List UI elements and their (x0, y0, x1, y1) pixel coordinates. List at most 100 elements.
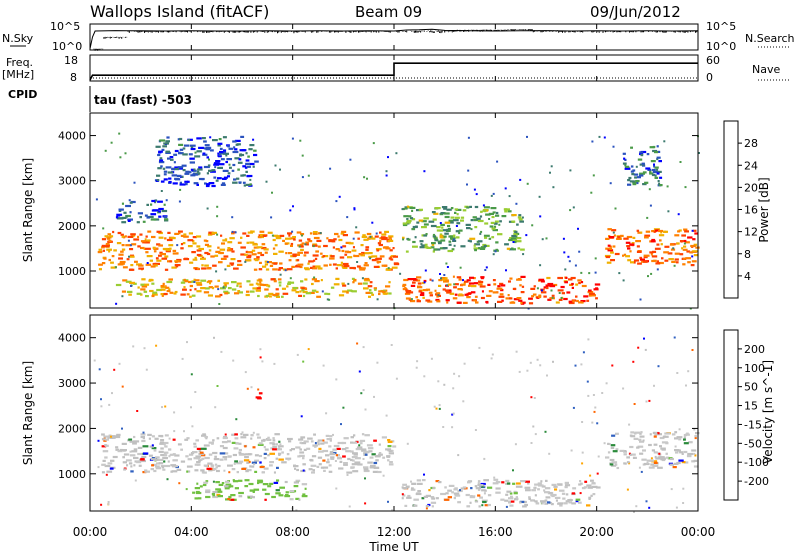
velocity-cell (636, 446, 640, 449)
power-cell (304, 243, 307, 246)
velocity-cell (201, 434, 207, 437)
power-cell (448, 243, 452, 246)
velocity-cell (447, 489, 452, 492)
velocity-cell (158, 450, 164, 453)
power-cell (151, 235, 156, 239)
power-cell (412, 240, 416, 244)
velocity-cell (249, 489, 253, 492)
velocity-cell (534, 433, 537, 436)
power-cell (637, 158, 643, 161)
power-cell (206, 207, 209, 210)
velocity-cell (197, 497, 202, 500)
velocity-cell (276, 466, 279, 469)
power-cell (423, 170, 426, 173)
power-cell (515, 202, 518, 205)
power-cell (550, 165, 553, 168)
power-cell (181, 164, 187, 167)
velocity-cell (302, 493, 306, 496)
velocity-cell (333, 444, 340, 448)
velocity-cell (218, 483, 224, 486)
power-cell (492, 229, 498, 232)
velocity-cell (195, 455, 201, 458)
velocity-cell (510, 495, 513, 498)
power-cell (190, 146, 194, 149)
power-cell (684, 241, 690, 244)
power-cell (279, 234, 285, 237)
power-cell (342, 290, 348, 293)
power-cell (639, 151, 644, 154)
velocity-cell (685, 384, 687, 387)
power-cell (444, 277, 448, 280)
power-cell (508, 280, 511, 283)
velocity-cell (234, 487, 239, 490)
velocity-cell (389, 461, 393, 464)
power-cell (247, 251, 253, 254)
velocity-cell (232, 453, 237, 457)
power-cell (140, 246, 145, 250)
power-cell (212, 139, 218, 142)
power-cell (607, 228, 612, 231)
power-cell (287, 281, 291, 284)
power-cell (528, 302, 534, 305)
power-cell (219, 248, 226, 251)
velocity-cell (615, 432, 619, 435)
power-cell (651, 168, 656, 172)
velocity-cell (435, 480, 440, 483)
velocity-cell (411, 482, 417, 485)
velocity-cell (100, 405, 103, 408)
velocity-cell (610, 444, 616, 447)
power-cell (251, 253, 257, 256)
power-cell (612, 245, 616, 248)
power-cell (154, 201, 157, 204)
velocity-cell (352, 459, 355, 462)
velocity-cell (172, 459, 178, 462)
velocity-cell (477, 494, 481, 497)
velocity-cell (186, 470, 191, 473)
power-cell (194, 256, 197, 259)
power-cell (268, 292, 274, 295)
velocity-cell (263, 467, 269, 470)
velocity-cell (110, 459, 115, 462)
power-cell (369, 257, 372, 260)
power-cell (104, 235, 109, 238)
power-cell (485, 301, 489, 304)
velocity-cell (649, 459, 655, 462)
power-cell (388, 281, 391, 284)
x-tick-label: 04:00 (174, 525, 209, 539)
velocity-cell (191, 425, 194, 428)
power-cell (493, 225, 497, 228)
velocity-cell (686, 455, 692, 458)
power-cell (359, 268, 366, 271)
velocity-cell (173, 430, 176, 433)
power-cell (610, 259, 615, 262)
velocity-cell (257, 388, 260, 391)
power-cell (264, 260, 268, 263)
power-cell (671, 260, 676, 263)
power-cell (448, 240, 452, 243)
power-cell (196, 183, 199, 186)
velocity-cell (217, 490, 223, 493)
power-cell (221, 182, 226, 185)
power-cell (462, 279, 464, 282)
velocity-cell (190, 406, 192, 409)
power-cell (624, 164, 627, 167)
power-cell (480, 230, 483, 233)
power-cell (363, 176, 366, 179)
velocity-cell (115, 446, 119, 449)
velocity-cell (678, 438, 682, 441)
power-cell (475, 193, 478, 196)
velocity-cell (388, 452, 394, 455)
power-cell (154, 199, 158, 202)
power-cell (494, 220, 499, 223)
power-cell (472, 216, 477, 219)
power-cell (649, 172, 654, 175)
power-cell (663, 230, 668, 233)
power-cell (261, 243, 266, 246)
velocity-cell (543, 489, 546, 492)
velocity-cell (550, 493, 553, 496)
power-cell (240, 246, 246, 249)
velocity-cell (387, 459, 390, 462)
velocity-cell (391, 509, 394, 512)
power-cell (420, 292, 425, 295)
power-cell (174, 166, 180, 169)
